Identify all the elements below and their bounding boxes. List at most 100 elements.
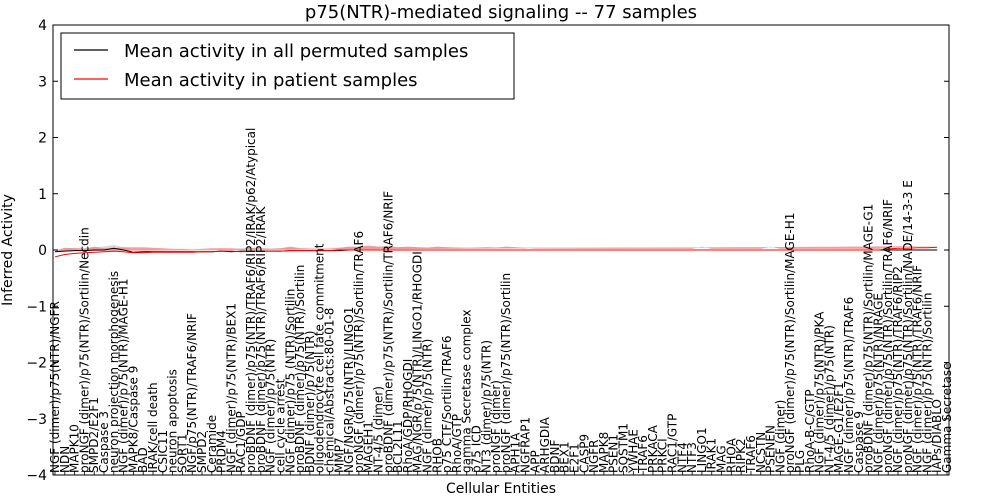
x-tick-label: Ceramide xyxy=(205,415,219,473)
x-tick-label: APP xyxy=(528,450,542,473)
x-tick-label: proBDNF (dimer)/p75(NTR)/Sortilin/TRAF6/… xyxy=(381,191,395,473)
x-tick-label: RIPK2 xyxy=(734,438,748,473)
x-tick-label: proNGF (dimer) xyxy=(489,380,503,473)
x-tick-label: NGF (dimer)/p75(NTR)/BEX1 xyxy=(224,303,238,473)
x-tick-label: MAG xyxy=(715,445,729,473)
x-tick-label: PSEN1 xyxy=(607,434,621,473)
x-tick-label: NGF (dimer)/p75(NTR)/TRAF6/RIP2 xyxy=(891,266,905,473)
x-tick-label: NCSTN xyxy=(754,432,768,473)
x-tick-label: NT3 (dimer)/p75(NTR) xyxy=(479,340,493,473)
x-tick-label: IRAK/cell death xyxy=(146,382,160,473)
x-axis-label: Cellular Entities xyxy=(446,481,556,497)
x-tick-label: PLG xyxy=(793,450,807,473)
x-tick-label: CASP9 xyxy=(577,434,591,473)
x-tick-label: MAPK8/Caspase 9 xyxy=(126,366,140,473)
x-tick-label: BDNF (dimer)/p75(NTR) xyxy=(303,331,317,473)
x-tick-label: SMPD2 xyxy=(195,431,209,473)
x-tick-label: PRDM4 xyxy=(215,430,229,473)
x-tick-label: proBDNF (dimer)/p75(NTR)/TRAF6/RIP2/IRAK… xyxy=(244,128,258,473)
x-tick-label: LINGO1 xyxy=(695,427,709,473)
x-tick-label: IAPs/DIABLO xyxy=(930,399,944,473)
x-tick-label: proNGF (dimer)/p75(NTR)/Sortilin xyxy=(499,273,513,473)
x-tick-label: MMP7 xyxy=(332,437,346,473)
chart-title: p75(NTR)-mediated signaling -- 77 sample… xyxy=(305,2,697,23)
x-tick-label: proBDNF (dimer)/p75(NTR)/Sortilin xyxy=(293,265,307,473)
bands xyxy=(55,244,938,252)
y-tick-label: 2 xyxy=(38,131,47,147)
legend: Mean activity in all permuted samples Me… xyxy=(60,32,515,100)
y-tick-label: −3 xyxy=(26,412,47,428)
x-tick-label: proNGF (dimer)/p75(NTR)/Sortilin/NADE/14… xyxy=(901,180,915,473)
x-tick-label: NTF4 xyxy=(675,442,689,473)
y-tick-label: −4 xyxy=(26,468,47,484)
x-axis: NGF (dimer)/p75(NTR)/NGFRNDNMAPK10proNGF… xyxy=(48,128,954,475)
x-tick-label: p75 ICD xyxy=(470,425,484,473)
x-tick-label: NT-4/5 (dimer) xyxy=(372,386,386,473)
x-tick-label: proNGF (dimer)/p75(NTR)/Sortilin/Necdin xyxy=(77,227,91,473)
x-tick-label: proBDNF (dimer)/p75(NTR)/Sortilin/MAGE-G… xyxy=(862,204,876,473)
x-tick-label: NGF (dimer) xyxy=(773,400,787,473)
x-tick-label: PSENEN xyxy=(764,425,778,473)
x-tick-label: SORT1 xyxy=(175,434,189,474)
x-tick-label: RAC1/GTP xyxy=(666,414,680,473)
x-tick-label: YWHAE xyxy=(626,429,640,474)
y-axis-label: Inferred Activity xyxy=(0,194,16,306)
x-tick-label: RhoA/GTP xyxy=(450,414,464,473)
x-tick-label: E2F1 xyxy=(568,443,582,473)
x-tick-label: proNGF (dimer)/p75(NTR)/Sortilin/TRAF6 xyxy=(352,231,366,473)
x-tick-label: NGF (dimer)/p75(NTR)/TRAF6 xyxy=(842,297,856,473)
y-tick-label: 3 xyxy=(38,74,47,90)
x-tick-label: APH1A xyxy=(509,432,523,473)
x-tick-label: cell cycle arrest xyxy=(274,378,288,473)
x-tick-label: TRAF6 xyxy=(744,435,758,474)
x-tick-label: PRKACA xyxy=(646,424,660,473)
x-tick-label: BDNF xyxy=(548,440,562,473)
x-tick-label: RAC1/GDP xyxy=(234,411,248,473)
x-tick-label: chemical/Abstracts:80-01-8 xyxy=(323,308,337,473)
y-tick-label: 4 xyxy=(38,18,47,34)
x-tick-label: RHOA xyxy=(724,437,738,473)
x-tick-label: NGF (dimer)/p75(NTR)/NGFR xyxy=(48,301,62,473)
x-tick-label: MAPK10 xyxy=(68,424,82,473)
x-tick-label: NGF (dimer)/p75(NTR)/MAGE-H1 xyxy=(117,278,131,473)
x-tick-label: SQSTM1 xyxy=(617,423,631,473)
x-tick-label: NGFRAP1 xyxy=(519,417,533,473)
series-band-1 xyxy=(55,245,938,252)
x-tick-label: NGF (dimer)/p75 (NTR)/Sortilin xyxy=(283,289,297,473)
y-tick-label: −2 xyxy=(26,356,47,372)
x-tick-label: CSIC11 xyxy=(156,430,170,473)
x-tick-label: PRKCI xyxy=(656,438,670,473)
x-tick-label: NGF (dimer)/p75(NTR)/PKA xyxy=(813,311,827,473)
x-tick-label: MAGE-G1/E2F1 xyxy=(832,382,846,473)
x-tick-label: NGF (dimer)/p75(NTR) xyxy=(421,339,435,473)
y-tick-label: 0 xyxy=(38,243,47,259)
x-tick-label: TRAF6 xyxy=(636,435,650,474)
y-tick-label: 1 xyxy=(38,187,47,203)
x-tick-label: MAG/NGR/p75(NTR)/LINGO1/RHOGDI xyxy=(411,251,425,473)
x-tick-label: SMPD2/E2F1 xyxy=(87,397,101,473)
x-tick-label: Caspase 3 xyxy=(97,411,111,473)
legend-label-patient: Mean activity in patient samples xyxy=(124,70,418,91)
x-tick-label: NGF (dimer)/p75(NTR)/NRAGE xyxy=(871,293,885,473)
x-tick-label: BEX1 xyxy=(558,441,572,473)
x-tick-label: proNGF (dimer)/p75(NTR)/Sortilin/MAGE-H1 xyxy=(783,213,797,473)
y-axis: −4 −3 −2 −1 0 1 2 3 4 xyxy=(26,18,949,484)
x-tick-label: NTF3 xyxy=(685,442,699,473)
x-tick-label: Gamma Secretase xyxy=(940,362,954,473)
x-tick-label: NDN xyxy=(58,446,72,473)
x-tick-label: NGF (dimer)/p75(NTR)/TRAF6/NRIF xyxy=(911,265,925,473)
x-tick-label: Caspase 9 xyxy=(852,411,866,473)
x-tick-label: p75 CTF/Sortilin/TRAF6 xyxy=(440,335,454,473)
y-tick-label: −1 xyxy=(26,299,47,315)
x-tick-label: oligodendrocyte cell fate commitment xyxy=(313,243,327,473)
x-tick-label: BAD xyxy=(136,447,150,473)
x-tick-label: NGFR xyxy=(587,439,601,473)
x-tick-label: NGF/p75(NTR)/TRAF6/NRIF xyxy=(185,313,199,473)
x-tick-label: NGF/NGR/p75(NTR)/LINGO1 xyxy=(342,307,356,473)
x-tick-label: neuron projection morphogenesis xyxy=(107,271,121,473)
x-tick-label: NGF (dimer)/p75(NTR)/Sortilin xyxy=(920,293,934,474)
x-tick-label: neuron apoptosis xyxy=(166,369,180,473)
x-tick-label: IRAK1 xyxy=(705,438,719,473)
x-tick-label: NT-4/5 (dimer)/p75(NTR) xyxy=(822,325,836,473)
